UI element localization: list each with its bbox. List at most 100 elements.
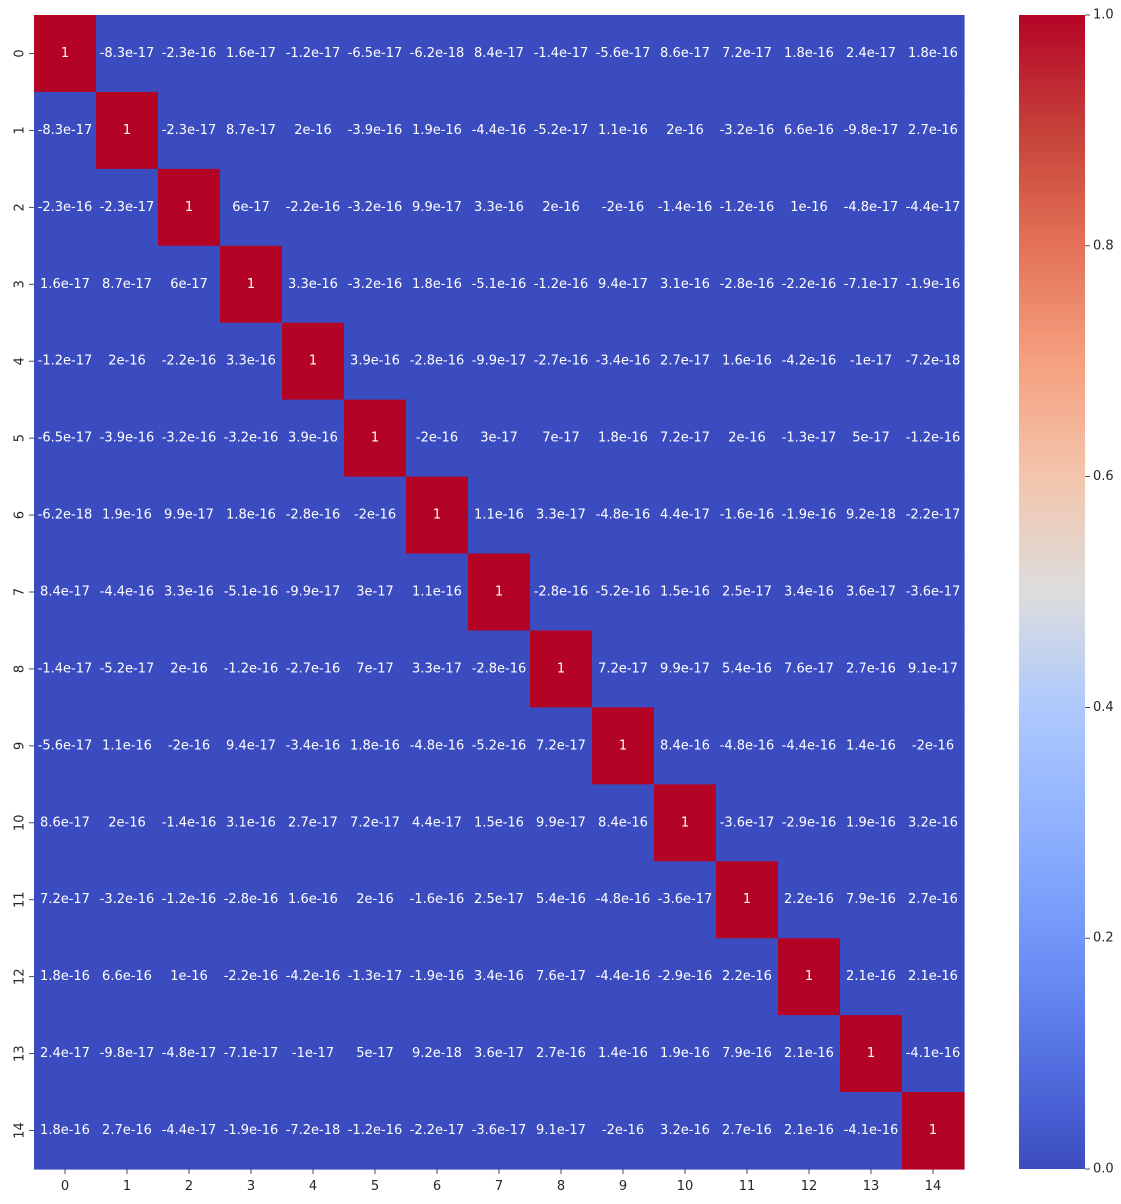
heatmap-cell <box>654 399 717 478</box>
heatmap-cell <box>34 1015 97 1093</box>
cell-value-label: 5e-17 <box>356 1046 394 1061</box>
heatmap-cell <box>344 476 407 555</box>
heatmap-cell <box>158 707 221 785</box>
heatmap-cell <box>778 553 841 632</box>
x-tick-label: 3 <box>247 1179 255 1194</box>
heatmap-cell <box>34 1092 97 1170</box>
y-tick-label: 4 <box>13 357 28 365</box>
heatmap-cell <box>282 322 345 401</box>
heatmap-cell <box>34 861 97 939</box>
cell-value-label: -3.6e-17 <box>906 585 961 600</box>
cell-value-label: 7.2e-17 <box>722 46 772 61</box>
cell-value-label: 2.7e-17 <box>660 354 710 369</box>
cell-value-label: -1.2e-17 <box>38 354 93 369</box>
heatmap-cell <box>840 1092 903 1170</box>
heatmap-cell <box>592 91 655 170</box>
heatmap-cell <box>468 245 531 324</box>
heatmap-cell <box>344 707 407 785</box>
cell-value-label: -2.7e-16 <box>286 661 341 676</box>
cell-value-label: -8.3e-17 <box>38 123 93 138</box>
cell-value-label: 1.8e-16 <box>598 431 648 446</box>
cell-value-label: 2.7e-16 <box>722 1123 772 1138</box>
cell-value-label: 8.7e-17 <box>226 123 276 138</box>
cell-value-label: -9.9e-17 <box>472 354 527 369</box>
heatmap-cell <box>654 91 717 170</box>
heatmap-cell <box>530 15 593 93</box>
heatmap-cell <box>34 245 97 324</box>
cell-value-label: 3.3e-17 <box>536 508 586 523</box>
heatmap-cell <box>96 168 159 247</box>
heatmap-cell <box>778 861 841 939</box>
cell-value-label: 2e-16 <box>542 200 580 215</box>
cell-value-label: 2.1e-16 <box>908 969 958 984</box>
heatmap-cell <box>840 91 903 170</box>
cell-value-label: 3.3e-16 <box>474 200 524 215</box>
cell-value-label: -3.9e-16 <box>348 123 403 138</box>
heatmap-cell <box>902 1092 965 1170</box>
heatmap-cell <box>778 1015 841 1093</box>
cell-value-label: -1.2e-16 <box>162 892 217 907</box>
y-tick-label: 3 <box>12 280 27 288</box>
heatmap-cell <box>654 553 717 632</box>
cell-value-label: 7.9e-16 <box>722 1046 772 1061</box>
cell-value-label: -7.2e-18 <box>286 1123 341 1138</box>
heatmap-cell <box>530 938 593 1016</box>
heatmap-cell <box>778 476 841 555</box>
heatmap-cell <box>902 553 965 632</box>
heatmap-cell <box>902 322 965 401</box>
heatmap-cell <box>530 168 593 247</box>
heatmap-cell <box>344 630 407 708</box>
cell-value-label: -9.8e-17 <box>844 123 899 138</box>
heatmap-cell <box>654 861 717 939</box>
cell-value-label: 6.6e-16 <box>102 969 152 984</box>
x-tick-label: 4 <box>309 1179 317 1194</box>
x-axis: 0 1 2 3 4 5 6 7 8 9 10 11 12 13 14 <box>61 1169 941 1194</box>
y-tick-label: 9 <box>12 742 27 750</box>
heatmap-cell <box>468 399 531 478</box>
heatmap-cell <box>716 1092 779 1170</box>
cell-value-label: -6.2e-18 <box>38 508 93 523</box>
heatmap-cell <box>716 245 779 324</box>
heatmap-cell <box>530 630 593 708</box>
heatmap-cell <box>220 1092 283 1170</box>
heatmap-cell <box>406 707 469 785</box>
heatmap-cell <box>840 553 903 632</box>
heatmap-cell <box>468 630 531 708</box>
heatmap-cell <box>902 784 965 862</box>
heatmap-cell <box>530 1015 593 1093</box>
cell-value-label: 3.3e-16 <box>226 354 276 369</box>
cell-value-label: 8.4e-16 <box>598 815 648 830</box>
cell-value-label: 3.1e-16 <box>660 277 710 292</box>
heatmap-cell <box>902 245 965 324</box>
heatmap-cell <box>96 553 159 632</box>
cell-value-label: 2.5e-17 <box>722 585 772 600</box>
cell-value-label: -1.9e-16 <box>782 508 837 523</box>
y-tick-label: 8 <box>13 665 28 673</box>
cell-value-label: -2.3e-17 <box>100 200 155 215</box>
cell-value-label: 1.5e-16 <box>660 585 710 600</box>
cell-value-label: -2.2e-17 <box>906 508 961 523</box>
heatmap-cell <box>902 938 965 1016</box>
colorbar-tick-label: 0.6 <box>1093 469 1114 484</box>
cell-value-label: 1 <box>495 585 503 600</box>
cell-value-label: -1.9e-16 <box>906 277 961 292</box>
cell-value-label: 7e-17 <box>542 431 580 446</box>
heatmap-cell <box>778 15 841 93</box>
heatmap-cell <box>344 784 407 862</box>
heatmap-cell <box>468 91 531 170</box>
heatmap-cell <box>592 553 655 632</box>
cell-value-label: 9.9e-17 <box>536 815 586 830</box>
heatmap-cell <box>406 1092 469 1170</box>
heatmap-cell <box>468 784 531 862</box>
cell-value-label: -5.1e-16 <box>472 277 527 292</box>
cell-value-label: 2.2e-16 <box>784 892 834 907</box>
heatmap-cell <box>282 399 345 478</box>
heatmap-cell <box>158 91 221 170</box>
cell-value-label: -2.8e-16 <box>286 508 341 523</box>
heatmap-cell <box>592 399 655 478</box>
cell-value-label: 3e-17 <box>480 431 518 446</box>
cell-value-label: -4.1e-16 <box>906 1046 961 1061</box>
cell-value-label: -9.8e-17 <box>100 1046 155 1061</box>
y-tick-label: 0 <box>12 49 27 57</box>
cell-value-label: -1.2e-16 <box>534 277 589 292</box>
